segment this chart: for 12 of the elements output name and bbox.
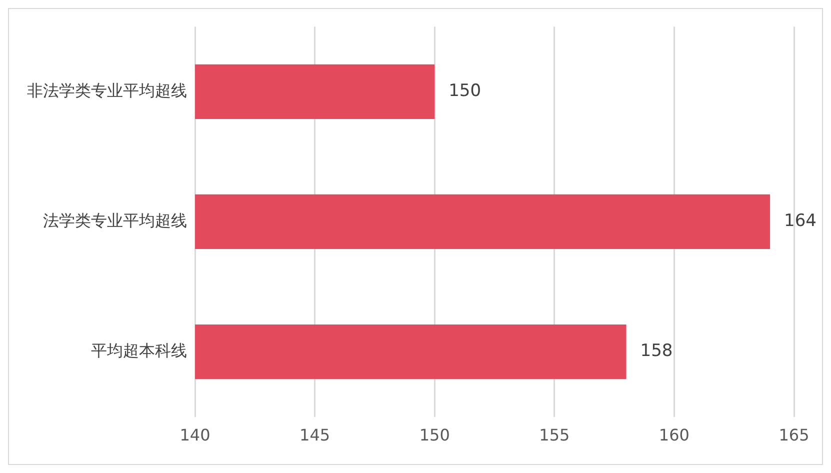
data-label: 158 <box>640 341 673 362</box>
data-label: 150 <box>448 81 482 102</box>
y-tick-label: 平均超本科线 <box>91 340 187 360</box>
y-tick-label: 非法学类专业平均超线 <box>27 80 187 100</box>
x-tick-label: 150 <box>419 426 450 445</box>
y-tick-label: 法学类专业平均超线 <box>43 210 187 230</box>
data-label: 164 <box>784 211 816 232</box>
x-tick-label: 155 <box>539 426 570 445</box>
x-tick-label: 145 <box>300 426 330 445</box>
x-tick-label: 140 <box>180 426 210 445</box>
x-tick-label: 165 <box>778 426 810 445</box>
x-tick-label: 160 <box>658 426 690 445</box>
